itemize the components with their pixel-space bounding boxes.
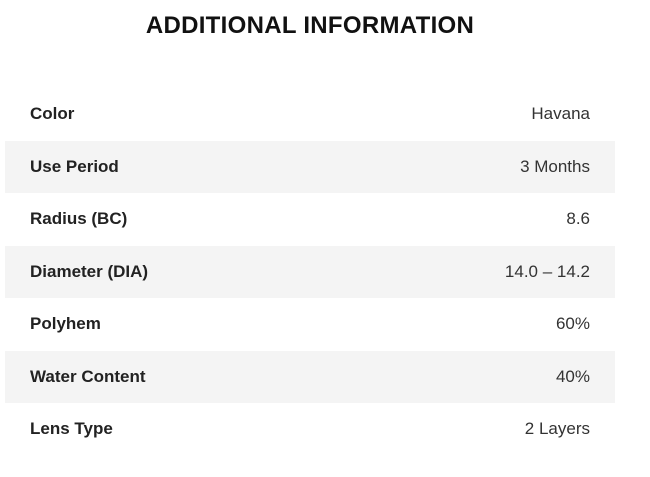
row-value: Havana bbox=[531, 104, 590, 124]
table-row: Diameter (DIA) 14.0 – 14.2 bbox=[5, 245, 615, 298]
row-label: Radius (BC) bbox=[30, 209, 128, 229]
table-row: Lens Type 2 Layers bbox=[5, 403, 615, 456]
row-value: 3 Months bbox=[520, 156, 590, 176]
table-row: Use Period 3 Months bbox=[5, 140, 615, 193]
row-value: 40% bbox=[555, 366, 590, 386]
table-row: Water Content 40% bbox=[5, 350, 615, 403]
table-row: Polyhem 60% bbox=[5, 298, 615, 351]
info-table: Color Havana Use Period 3 Months Radius (B… bbox=[5, 88, 615, 456]
row-label: Diameter (DIA) bbox=[30, 261, 149, 281]
row-value: 60% bbox=[555, 314, 590, 334]
row-value: 14.0 – 14.2 bbox=[504, 261, 590, 281]
table-row: Radius (BC) 8.6 bbox=[5, 193, 615, 246]
row-value: 2 Layers bbox=[524, 419, 590, 439]
table-row: Color Havana bbox=[5, 88, 615, 141]
row-label: Color bbox=[30, 104, 75, 124]
row-label: Water Content bbox=[30, 366, 146, 386]
row-label: Polyhem bbox=[30, 314, 101, 334]
row-label: Lens Type bbox=[30, 419, 113, 439]
row-label: Use Period bbox=[30, 156, 119, 176]
row-value: 8.6 bbox=[566, 209, 590, 229]
section-title: ADDITIONAL INFORMATION bbox=[145, 12, 475, 39]
